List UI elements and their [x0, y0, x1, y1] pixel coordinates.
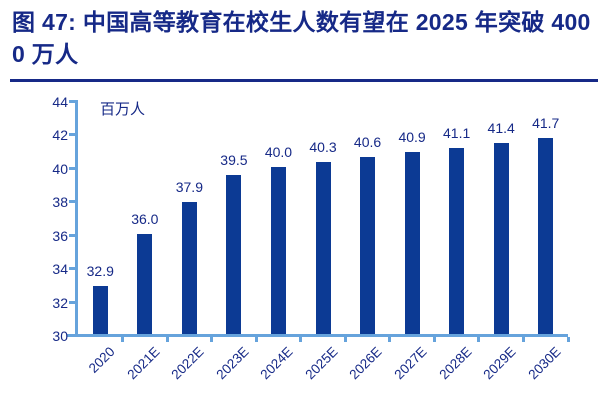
x-tick — [388, 337, 392, 342]
y-tick — [69, 133, 75, 137]
y-tick-label: 40 — [52, 160, 68, 177]
x-tick-label: 2021E — [124, 344, 163, 383]
y-tick-label: 34 — [52, 261, 68, 278]
bar-value-label: 40.0 — [264, 143, 293, 160]
y-tick-label: 42 — [52, 127, 68, 144]
x-tick — [299, 337, 303, 342]
bar-value-label: 32.9 — [86, 262, 114, 279]
y-tick — [69, 267, 75, 271]
x-tick-label: 2026E — [346, 344, 386, 383]
bar-value-label: 41.7 — [532, 115, 560, 132]
y-tick — [69, 200, 75, 204]
x-tick — [165, 337, 169, 342]
bar-value-label: 37.9 — [175, 178, 203, 195]
x-tick-label: 2030E — [525, 344, 564, 383]
bar — [538, 138, 554, 334]
x-tick-label: 2024E — [257, 344, 297, 383]
y-axis-line — [75, 100, 78, 337]
x-tick — [343, 337, 347, 342]
x-tick — [210, 337, 214, 342]
x-axis-line — [67, 334, 568, 337]
x-tick-label: 2029E — [480, 344, 519, 383]
y-tick — [69, 334, 75, 337]
x-tick — [254, 337, 258, 342]
x-tick-label: 2025E — [302, 344, 341, 383]
bar-value-label: 41.4 — [487, 120, 515, 137]
x-tick-label: 2027E — [391, 344, 430, 383]
y-tick-label: 36 — [52, 227, 68, 244]
y-tick — [69, 100, 75, 103]
bar-value-label: 41.1 — [443, 125, 471, 142]
bar-value-label: 40.9 — [398, 128, 426, 145]
bar — [315, 161, 331, 334]
unit-label: 百万人 — [100, 101, 146, 118]
y-tick-label: 32 — [52, 294, 68, 311]
x-tick-label: 2022E — [168, 344, 207, 383]
y-tick — [69, 233, 75, 237]
x-tick — [477, 337, 481, 342]
bar — [92, 285, 108, 334]
bar — [181, 201, 197, 334]
bar — [493, 143, 509, 334]
bar-value-label: 39.5 — [220, 152, 248, 169]
y-tick-label: 38 — [52, 194, 68, 211]
x-tick — [432, 337, 436, 342]
x-tick-label: 2023E — [213, 344, 252, 383]
bar — [226, 175, 242, 334]
bar-value-label: 36.0 — [131, 210, 159, 227]
x-tick — [121, 337, 125, 342]
x-tick — [566, 337, 570, 342]
x-tick — [521, 337, 525, 342]
bar — [404, 151, 420, 334]
bar — [449, 148, 465, 334]
figure-title: 图 47: 中国高等教育在校生人数有望在 2025 年突破 4000 万人 — [12, 9, 591, 67]
x-tick-label: 2028E — [436, 344, 475, 383]
bar-value-label: 40.3 — [309, 138, 337, 155]
bar — [137, 233, 153, 334]
bar — [360, 156, 376, 334]
title-underline — [10, 79, 598, 82]
bar-value-label: 40.6 — [353, 133, 382, 150]
bar — [270, 166, 286, 334]
y-tick — [69, 166, 75, 170]
y-tick-label: 44 — [52, 94, 68, 110]
x-tick-label: 2020 — [86, 344, 118, 376]
y-tick — [69, 300, 75, 304]
y-tick-label: 30 — [52, 328, 68, 344]
